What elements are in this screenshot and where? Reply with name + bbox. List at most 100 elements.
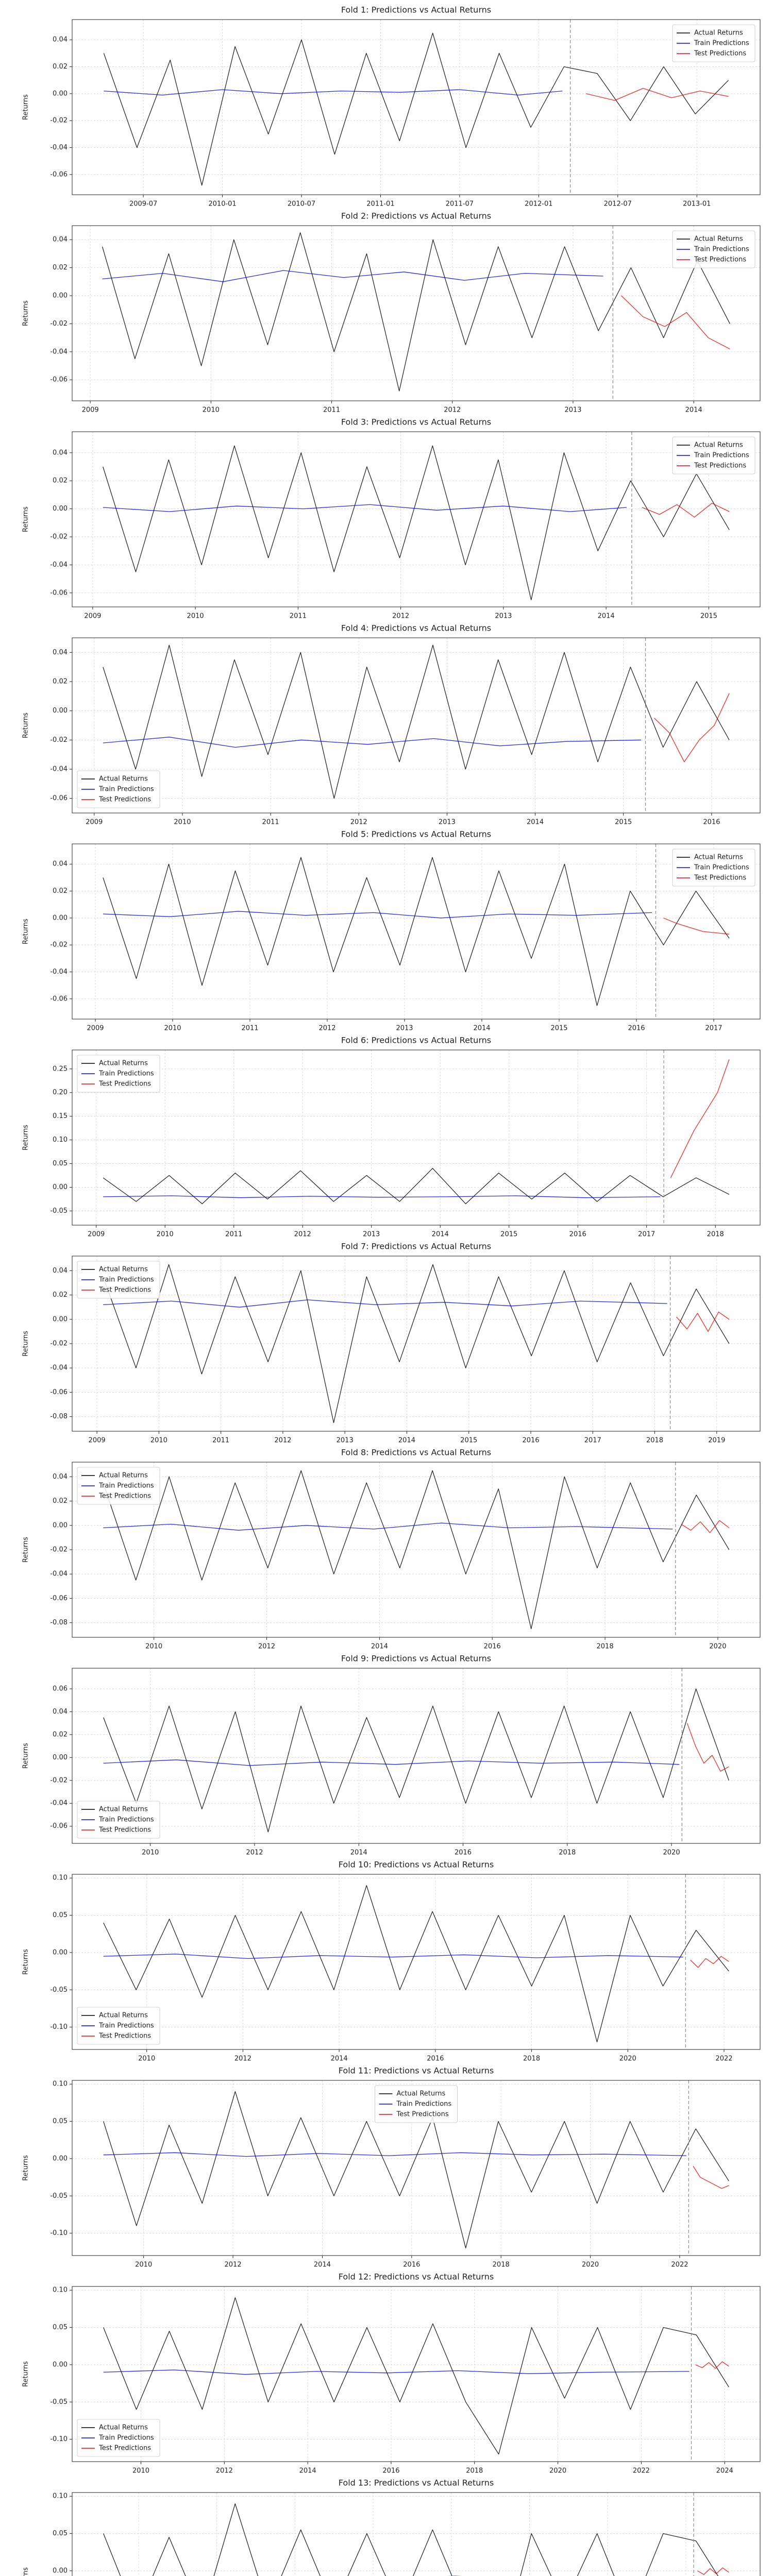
legend-label: Test Predictions bbox=[98, 1826, 151, 1834]
series-line bbox=[103, 1195, 661, 1198]
series-line bbox=[103, 2297, 729, 2455]
y-tick-label: 0.02 bbox=[53, 1731, 68, 1738]
x-tick-label: 2022 bbox=[671, 2261, 688, 2269]
series-line bbox=[102, 270, 603, 282]
x-tick-label: 2016 bbox=[403, 2261, 420, 2269]
y-tick-label: -0.02 bbox=[50, 736, 68, 744]
y-tick-label: -0.06 bbox=[50, 1595, 68, 1602]
legend-label: Train Predictions bbox=[98, 2022, 154, 2030]
subplot: Fold 1: Predictions vs Actual Returns Ret… bbox=[22, 5, 761, 208]
legend-label: Actual Returns bbox=[99, 2424, 148, 2432]
y-tick-label: -0.05 bbox=[50, 2398, 68, 2406]
y-axis-label: Returns bbox=[22, 1331, 30, 1357]
y-tick-label: 0.10 bbox=[53, 2493, 68, 2500]
series-line bbox=[103, 1470, 730, 1630]
y-tick-label: -0.10 bbox=[50, 2229, 68, 2237]
x-tick-label: 2020 bbox=[709, 1643, 726, 1651]
y-tick-label: 0.00 bbox=[53, 2361, 68, 2368]
y-tick-label: -0.08 bbox=[50, 1619, 68, 1626]
y-axis-label: Returns bbox=[22, 94, 30, 120]
x-tick-label: 2020 bbox=[582, 2261, 599, 2269]
legend-label: Test Predictions bbox=[694, 462, 746, 470]
x-tick-label: 2012 bbox=[392, 613, 409, 620]
plot-frame bbox=[72, 1256, 761, 1432]
series-line bbox=[103, 1688, 729, 1833]
legend-label: Train Predictions bbox=[98, 1276, 154, 1284]
x-tick-label: 2022 bbox=[715, 2055, 732, 2063]
x-tick-label: 2015 bbox=[460, 1437, 477, 1445]
y-tick-label: 0.10 bbox=[53, 2286, 68, 2294]
x-tick-label: 2009 bbox=[88, 1231, 105, 1239]
chart-title: Fold 5: Predictions vs Actual Returns bbox=[341, 829, 491, 839]
legend-box bbox=[672, 230, 755, 268]
plot-frame bbox=[72, 1874, 761, 2050]
x-tick-label: 2017 bbox=[638, 1231, 655, 1239]
series-line bbox=[642, 503, 730, 518]
x-tick-label: 2012 bbox=[234, 2055, 251, 2063]
x-tick-label: 2016 bbox=[569, 1231, 586, 1239]
x-tick-label: 2015 bbox=[550, 1025, 567, 1032]
chart-title: Fold 12: Predictions vs Actual Returns bbox=[339, 2272, 494, 2282]
legend-label: Test Predictions bbox=[98, 1493, 151, 1500]
y-tick-label: -0.04 bbox=[50, 144, 68, 151]
y-tick-label: -0.02 bbox=[50, 320, 68, 328]
series-line bbox=[103, 1168, 730, 1205]
y-tick-label: -0.06 bbox=[50, 376, 68, 384]
legend-box bbox=[77, 1055, 160, 1093]
x-tick-label: 2013 bbox=[396, 1025, 413, 1032]
series-line bbox=[103, 2369, 690, 2375]
y-tick-label: 0.00 bbox=[53, 2567, 68, 2574]
y-tick-label: -0.05 bbox=[50, 2192, 68, 2200]
y-tick-label: 0.04 bbox=[53, 1267, 68, 1275]
plot-frame bbox=[72, 2080, 761, 2256]
y-tick-label: 0.04 bbox=[53, 649, 68, 656]
x-tick-label: 2022 bbox=[633, 2467, 650, 2475]
series-line bbox=[681, 1520, 730, 1533]
y-tick-label: 0.02 bbox=[53, 678, 68, 686]
y-tick-label: 0.15 bbox=[53, 1112, 68, 1120]
series-line bbox=[103, 1759, 680, 1766]
x-tick-label: 2013 bbox=[337, 1437, 354, 1445]
legend-label: Train Predictions bbox=[98, 786, 154, 793]
plot-frame bbox=[72, 225, 761, 401]
y-axis-label: Returns bbox=[22, 2567, 30, 2576]
series-line bbox=[697, 2567, 729, 2575]
legend-label: Actual Returns bbox=[694, 29, 743, 37]
legend-label: Actual Returns bbox=[99, 775, 148, 783]
legend-label: Train Predictions bbox=[98, 1482, 154, 1490]
y-tick-label: 0.10 bbox=[53, 1874, 68, 1882]
subplot: Fold 2: Predictions vs Actual Returns Ret… bbox=[22, 211, 761, 414]
x-tick-label: 2011 bbox=[262, 819, 279, 826]
y-tick-label: 0.10 bbox=[53, 1136, 68, 1144]
x-tick-label: 2009 bbox=[84, 613, 101, 620]
x-tick-label: 2010 bbox=[157, 1231, 174, 1239]
x-tick-label: 2017 bbox=[705, 1025, 722, 1032]
x-tick-label: 2019 bbox=[708, 1437, 725, 1445]
legend-label: Actual Returns bbox=[99, 2012, 148, 2020]
x-tick-label: 2015 bbox=[500, 1231, 517, 1239]
legend-label: Test Predictions bbox=[694, 256, 746, 264]
series-line bbox=[103, 2503, 719, 2576]
x-tick-label: 2009 bbox=[82, 406, 99, 414]
x-tick-label: 2016 bbox=[484, 1643, 501, 1651]
chart-title: Fold 11: Predictions vs Actual Returns bbox=[339, 2066, 494, 2076]
chart-title: Fold 7: Predictions vs Actual Returns bbox=[341, 1242, 491, 1251]
x-tick-label: 2010 bbox=[142, 1849, 159, 1857]
legend-label: Test Predictions bbox=[694, 874, 746, 882]
x-tick-label: 2014 bbox=[685, 406, 702, 414]
y-tick-label: -0.04 bbox=[50, 968, 68, 976]
x-tick-label: 2018 bbox=[646, 1437, 663, 1445]
y-tick-label: -0.04 bbox=[50, 1800, 68, 1807]
y-tick-label: 0.00 bbox=[53, 1754, 68, 1761]
y-tick-label: -0.04 bbox=[50, 348, 68, 355]
y-tick-label: 0.04 bbox=[53, 449, 68, 456]
x-tick-label: 2014 bbox=[350, 1849, 367, 1857]
x-tick-label: 2012 bbox=[258, 1643, 275, 1651]
x-tick-label: 2010 bbox=[132, 2467, 149, 2475]
legend-label: Actual Returns bbox=[99, 1060, 148, 1067]
legend-label: Test Predictions bbox=[396, 2111, 449, 2119]
series-line bbox=[103, 1522, 673, 1531]
x-tick-label: 2018 bbox=[466, 2467, 483, 2475]
legend-label: Test Predictions bbox=[98, 2032, 151, 2040]
y-tick-label: 0.05 bbox=[53, 2530, 68, 2537]
